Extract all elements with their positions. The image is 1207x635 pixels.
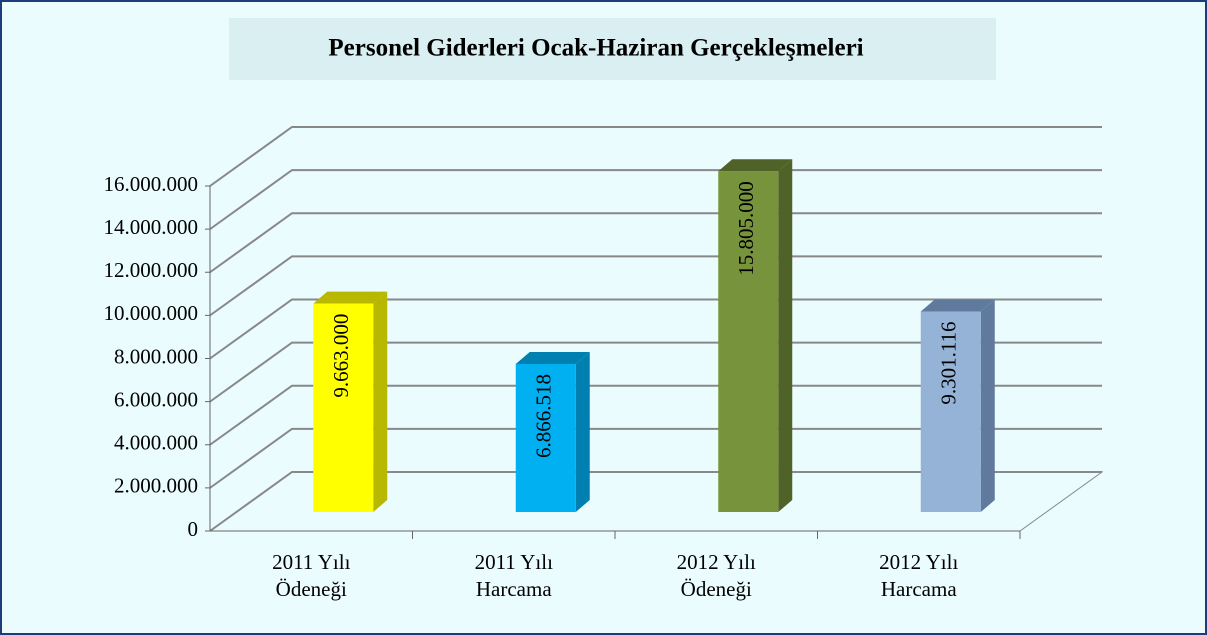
bar-side: [778, 159, 793, 512]
x-tick-label: 2012 Yılı: [677, 550, 756, 574]
bar-side: [373, 291, 388, 512]
x-tick-label: 2011 Yılı: [475, 550, 554, 574]
grid-line: [209, 471, 1102, 532]
y-tick-label: 6.000.000: [114, 387, 198, 411]
x-tick-label: Ödeneği: [681, 577, 752, 601]
bar-side: [980, 299, 995, 512]
grid-line: [209, 126, 1102, 187]
data-label: 9.301.116: [937, 321, 961, 404]
chart-title: Personel Giderleri Ocak-Haziran Gerçekle…: [328, 35, 863, 62]
grid-line: [209, 384, 1102, 446]
y-tick-label: 12.000.000: [104, 258, 199, 282]
grid-line: [209, 169, 1102, 230]
bar-top: [515, 351, 590, 364]
y-tick-label: 2.000.000: [114, 474, 198, 498]
x-tick-label: Harcama: [881, 577, 957, 601]
bar: [718, 171, 779, 512]
bar: [313, 303, 374, 512]
grid-line: [209, 341, 1102, 403]
data-label: 6.866.518: [532, 374, 556, 458]
data-label: 15.805.000: [734, 181, 758, 276]
y-tick-label: 8.000.000: [114, 344, 198, 368]
y-tick-label: 16.000.000: [104, 172, 199, 196]
data-label: 9.663.000: [329, 314, 353, 398]
y-tick-label: 14.000.000: [104, 215, 199, 239]
title-box: [229, 18, 996, 80]
y-tick-label: 0: [188, 517, 199, 541]
grid-line: [209, 298, 1102, 360]
bar: [920, 311, 981, 512]
x-tick-label: Ödeneği: [276, 577, 347, 601]
y-tick-label: 10.000.000: [104, 301, 199, 325]
bar-top: [313, 291, 388, 304]
grid-line: [209, 212, 1102, 274]
bar: [515, 363, 576, 512]
bar-side: [575, 351, 590, 512]
grid-line: [209, 255, 1102, 317]
x-tick-label: Harcama: [476, 577, 552, 601]
y-tick-label: 4.000.000: [114, 431, 198, 455]
bar-top: [920, 299, 995, 312]
x-tick-label: 2011 Yılı: [272, 550, 351, 574]
x-tick-label: 2012 Yılı: [879, 550, 958, 574]
grid-line: [209, 427, 1102, 489]
bar-top: [718, 159, 793, 172]
